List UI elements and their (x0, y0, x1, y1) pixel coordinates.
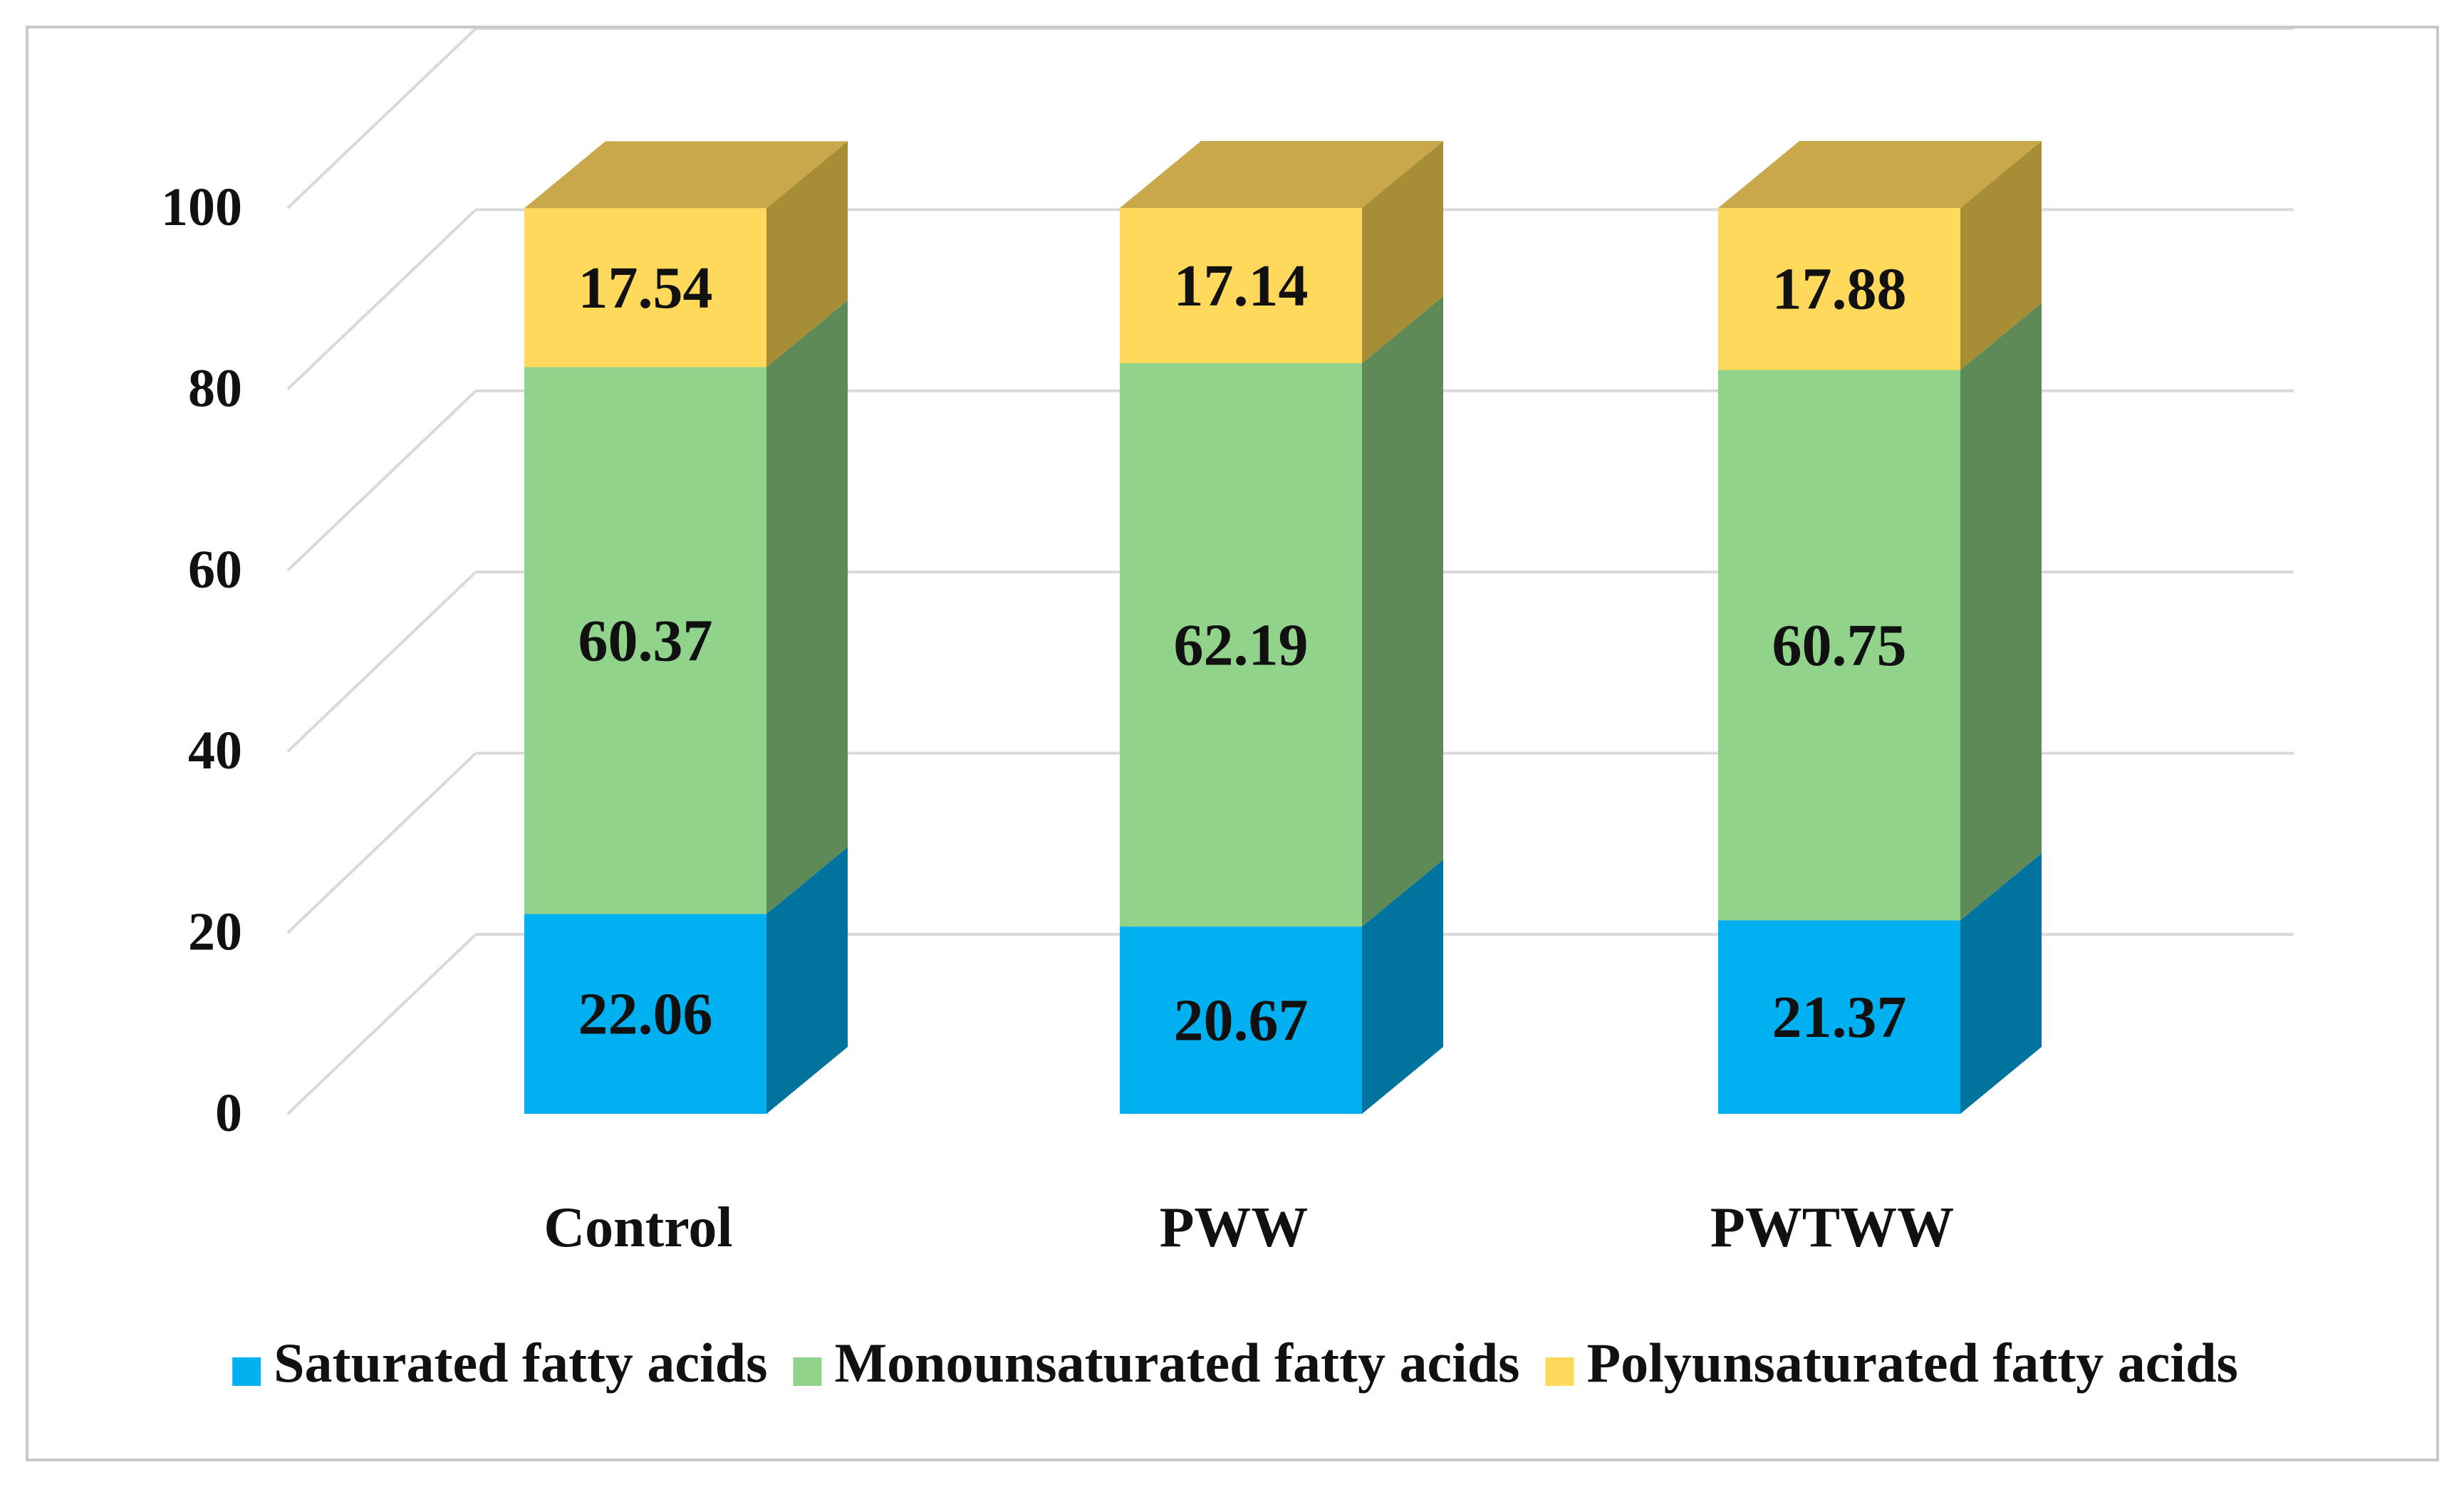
bar-side (1362, 141, 1443, 364)
legend-item: Saturated fatty acids (232, 1332, 767, 1394)
bar-segment: 21.37 (1718, 853, 2042, 1114)
chart-frame: 0 20 40 60 80 100 22.06 60.37 17.54 20.67 62.19 17… (26, 26, 2439, 1461)
data-label: 22.06 (578, 981, 713, 1048)
stacked-bar-chart: 0 20 40 60 80 100 22.06 60.37 17.54 20.67 62.19 17… (161, 28, 2294, 1394)
bar-front (1718, 208, 1960, 370)
x-axis: Control PWW PWTWW (544, 1196, 1954, 1259)
bar-side (766, 847, 848, 1114)
y-tick-label: 0 (215, 1083, 242, 1143)
bar-front (524, 367, 766, 914)
bar-segment: 17.14 (1120, 141, 1443, 364)
bar-segment: 62.19 (1120, 296, 1443, 927)
bar-front (524, 208, 766, 367)
bar-segment: 17.88 (1718, 141, 2042, 370)
y-tick-label: 20 (188, 902, 242, 962)
legend-label: Monounsaturated fatty acids (834, 1332, 1519, 1394)
bar-segment: 17.54 (524, 141, 848, 367)
data-label: 60.75 (1772, 612, 1907, 679)
bar-front (524, 914, 766, 1114)
data-label: 62.19 (1174, 612, 1309, 679)
legend-item: Polyunsaturated fatty acids (1545, 1332, 2238, 1394)
bar-side (1362, 860, 1443, 1114)
y-tick-label: 100 (161, 177, 242, 237)
bar-segment: 60.75 (1718, 303, 2042, 921)
bar-front (1718, 920, 1960, 1114)
y-tick-label: 40 (188, 721, 242, 781)
legend-swatch (793, 1357, 822, 1386)
data-label: 17.88 (1772, 256, 1907, 323)
bar-side (766, 141, 848, 367)
bar-segment: 22.06 (524, 847, 848, 1114)
legend-label: Polyunsaturated fatty acids (1586, 1332, 2237, 1394)
bar-side (1960, 141, 2042, 370)
legend-label: Saturated fatty acids (274, 1332, 767, 1394)
x-category-label: PWTWW (1710, 1196, 1954, 1259)
data-label: 60.37 (578, 607, 713, 674)
x-category-label: Control (544, 1196, 732, 1259)
bar-side (1960, 303, 2042, 921)
bar-side (1960, 853, 2042, 1114)
legend-swatch (1545, 1357, 1574, 1386)
y-tick-label: 80 (188, 358, 242, 418)
bar-top (1718, 141, 2042, 208)
data-label: 21.37 (1772, 984, 1907, 1050)
gridline (286, 28, 2294, 209)
bar-top (524, 141, 848, 209)
data-label: 17.54 (578, 255, 713, 321)
x-category-label: PWW (1160, 1196, 1309, 1259)
bar-segment: 20.67 (1120, 860, 1443, 1114)
bar-front (1120, 927, 1362, 1114)
bar-front (1718, 370, 1960, 921)
y-tick-label: 60 (188, 540, 242, 600)
bar-segment: 60.37 (524, 300, 848, 914)
legend-swatch (232, 1357, 261, 1386)
bars: 22.06 60.37 17.54 20.67 62.19 17.14 21.37 60.75… (524, 141, 2042, 1114)
data-label: 20.67 (1174, 988, 1309, 1054)
legend-item: Monounsaturated fatty acids (793, 1332, 1519, 1394)
bar-side (766, 300, 848, 914)
y-axis: 0 20 40 60 80 100 (161, 177, 242, 1143)
legend: Saturated fatty acids Monounsaturated fat… (232, 1332, 2238, 1394)
data-label: 17.14 (1174, 253, 1309, 319)
bar-front (1120, 363, 1362, 927)
bar-front (1120, 208, 1362, 364)
bar-side (1362, 296, 1443, 927)
bar-top (1120, 141, 1443, 208)
